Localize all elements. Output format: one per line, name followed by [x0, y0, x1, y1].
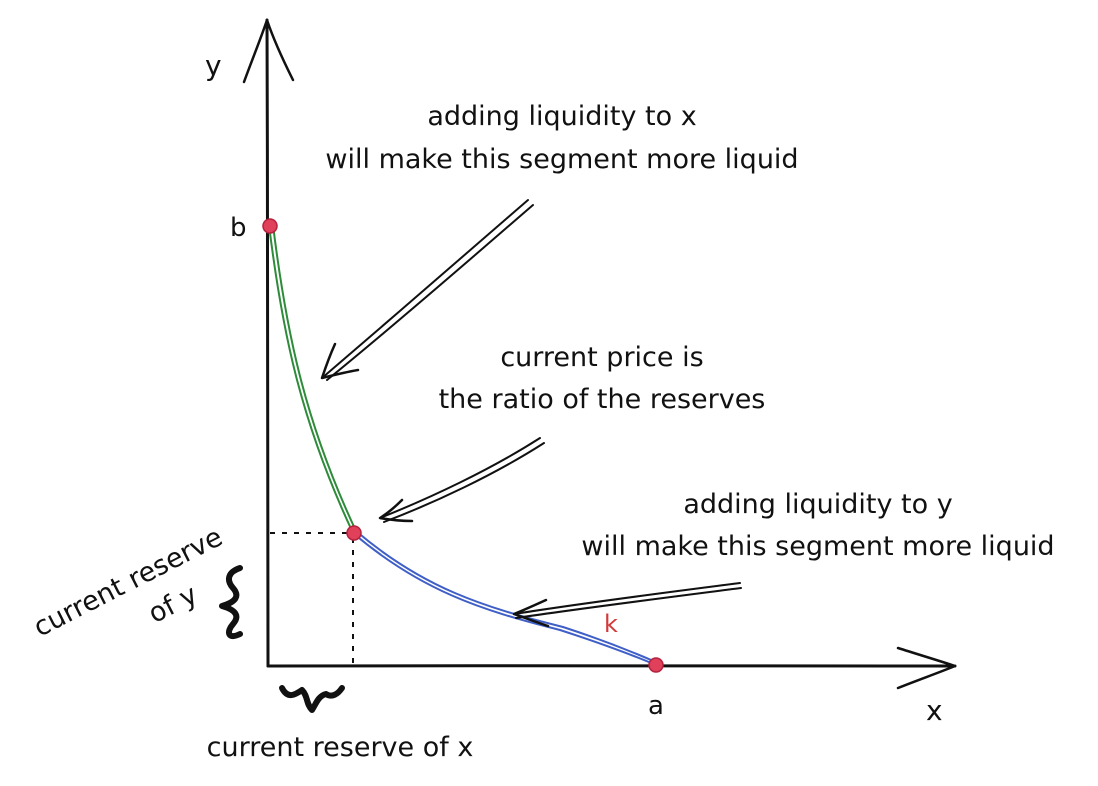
annotation-price-line1: current price is: [500, 342, 703, 373]
reserve-y-brace: [219, 565, 243, 640]
arrow-to-current-price: [378, 437, 545, 523]
y-axis: [242, 18, 295, 668]
reserve-guide-lines: [270, 532, 354, 664]
curve-segment-green: [268, 224, 357, 534]
arrow-to-blue-segment: [512, 582, 742, 628]
annotation-liquidity-y-line1: adding liquidity to y: [683, 489, 952, 520]
y-axis-label: y: [205, 49, 222, 82]
curve-segment-blue: [352, 530, 659, 666]
k-label: k: [604, 610, 618, 638]
point-b-label: b: [230, 213, 247, 243]
point-a: [648, 657, 664, 673]
reserve-x-brace: [279, 685, 345, 713]
point-b: [262, 218, 278, 234]
reserve-y-label-line1: current reserve: [29, 522, 228, 644]
annotation-liquidity-x-line2: will make this segment more liquid: [325, 144, 798, 175]
point-current-price: [346, 525, 362, 541]
arrow-to-green-segment: [320, 199, 534, 381]
x-axis-label: x: [926, 694, 943, 727]
reserve-x-label: current reserve of x: [207, 732, 474, 763]
annotation-liquidity-y-line2: will make this segment more liquid: [581, 531, 1054, 562]
annotation-liquidity-x-line1: adding liquidity to x: [427, 101, 696, 132]
reserve-y-label: current reserve of y: [29, 522, 228, 644]
annotation-price-line2: the ratio of the reserves: [439, 384, 766, 415]
point-a-label: a: [648, 691, 664, 721]
x-axis: [266, 646, 957, 690]
